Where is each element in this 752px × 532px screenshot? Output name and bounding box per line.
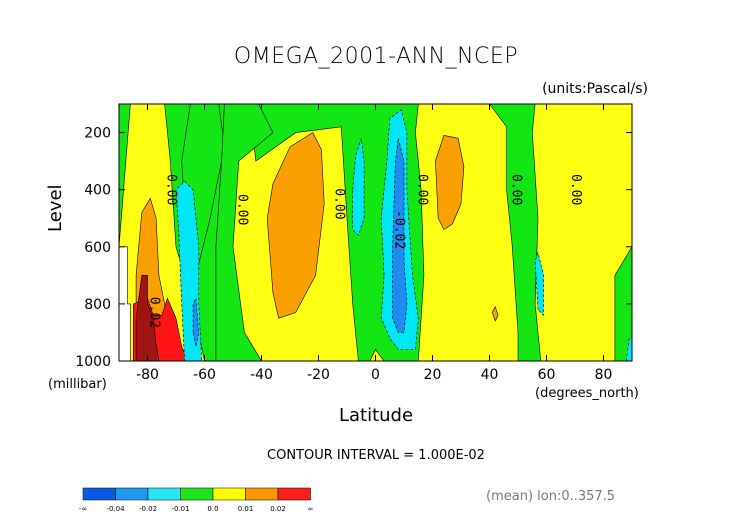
contour-label: 0.00 [414,174,429,205]
contour-region-cyan [534,251,544,317]
contour-region-green [215,104,274,361]
chart-title: OMEGA_2001-ANN_NCEP [233,44,519,69]
y-axis-label: Level [45,184,66,232]
colorbar-label: -∞ [79,505,87,513]
contour-region-yellow [369,349,385,361]
colorbar-swatch [147,487,181,501]
colorbar-swatch [115,487,149,501]
contour-region-dark-red [135,274,160,361]
x-tick-label: 0 [371,367,380,383]
y-tick-label: 200 [84,126,111,142]
contour-region-cyan [625,337,632,361]
colorbar-label: 0.0 [207,505,218,513]
colorbar-label: -0.02 [139,505,157,513]
contour-label: -0.02 [391,210,406,249]
contour-label: 0.00 [235,194,250,225]
y-tick-label: 400 [84,183,111,199]
contour-fill-group [119,104,632,361]
contour-region-orange [266,132,325,319]
x-tick-label: -60 [193,367,216,383]
x-tick-label: -40 [250,367,273,383]
contour-region-yellow [415,104,519,361]
colorbar-swatch [82,487,116,501]
y-tick-label: 800 [84,297,111,313]
colorbar-swatch [245,487,279,501]
x-tick-label: 80 [595,367,613,383]
colorbar-label: 0.02 [270,505,286,513]
x-tick-label: 20 [424,367,442,383]
x-tick-label: 40 [481,367,499,383]
colorbar-swatch [180,487,214,501]
contour-region-blue [392,138,408,333]
contour-region-yellow [531,104,632,361]
contour-label: 0.00 [332,188,347,219]
colorbar-label: ∞ [308,505,314,513]
colorbar-label: 0.01 [238,505,254,513]
x-axis-label: Latitude [338,405,414,426]
contour-label: 0.00 [508,174,523,205]
units-note: (units:Pascal/s) [542,81,648,97]
y-tick-label: 1000 [75,354,111,370]
y-tick-label: 600 [84,240,111,256]
contour-region-orange [491,305,499,322]
x-tick-label: -80 [136,367,159,383]
contour-region-blue [192,297,200,347]
colorbar-label: -0.01 [171,505,189,513]
contour-label: 0.00 [568,174,583,205]
contour-label: 0.02 [146,297,161,328]
contour-interval-text: CONTOUR INTERVAL = 1.000E-02 [267,448,485,463]
x-tick-label: -20 [307,367,330,383]
colorbar-swatch [212,487,246,501]
contour-region-orange [435,135,465,231]
x-axis-unit: (degrees_north) [535,386,639,401]
y-axis-unit: (millibar) [48,377,107,392]
x-tick-label: 60 [538,367,556,383]
colorbar-label: -0.04 [106,505,125,513]
colorbar-swatch [277,487,311,501]
contour-region-cyan [352,138,365,236]
footnote: (mean) lon:0..357.5 [486,489,616,504]
contour-label: 0.00 [163,174,178,205]
